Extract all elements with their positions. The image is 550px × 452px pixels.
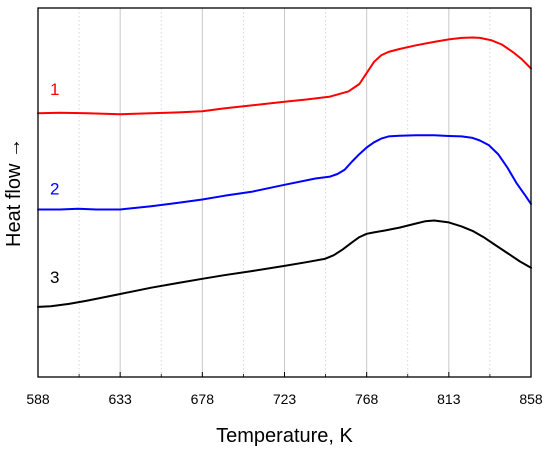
x-tick-label: 813 bbox=[437, 391, 461, 407]
y-axis-title: Heat flow → bbox=[3, 138, 25, 247]
x-tick-label: 768 bbox=[355, 391, 379, 407]
x-tick-label: 858 bbox=[519, 391, 543, 407]
series-label-3: 3 bbox=[50, 268, 59, 287]
series-lines bbox=[37, 36, 532, 308]
x-tick-label: 723 bbox=[273, 391, 297, 407]
series-line-3 bbox=[37, 219, 532, 308]
x-tick-label: 588 bbox=[26, 391, 50, 407]
series-label-1: 1 bbox=[50, 80, 59, 99]
x-tick-label: 678 bbox=[191, 391, 215, 407]
grid bbox=[78, 8, 491, 377]
series-labels: 1 2 3 bbox=[50, 80, 59, 287]
x-tick-label: 633 bbox=[108, 391, 132, 407]
series-line-2 bbox=[37, 134, 532, 211]
x-axis-ticks: 588 633 678 723 768 813 858 bbox=[26, 372, 543, 407]
x-axis-title: Temperature, K bbox=[216, 425, 353, 447]
series-label-2: 2 bbox=[50, 179, 59, 198]
series-line-1 bbox=[37, 36, 532, 116]
